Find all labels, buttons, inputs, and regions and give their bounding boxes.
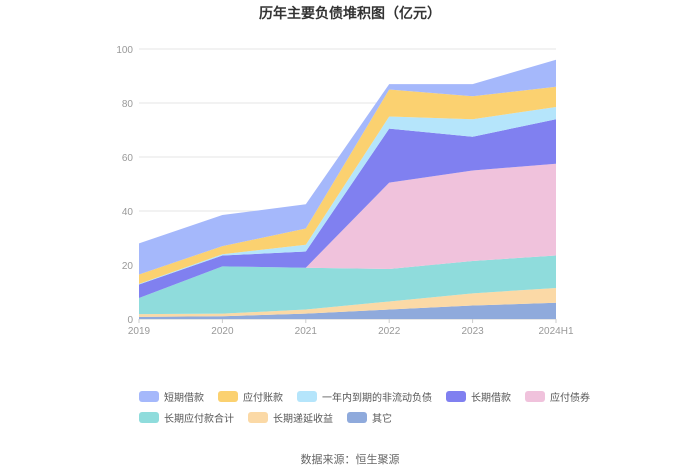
legend-item[interactable]: 其它 bbox=[347, 411, 392, 425]
legend-swatch bbox=[139, 411, 159, 423]
legend-swatch bbox=[248, 411, 268, 423]
legend-item[interactable]: 应付账款 bbox=[218, 390, 283, 404]
chart-title: 历年主要负债堆积图（亿元） bbox=[259, 5, 441, 21]
y-tick-label: 0 bbox=[127, 315, 133, 326]
x-tick-label: 2022 bbox=[378, 326, 401, 337]
legend-swatch bbox=[347, 411, 367, 423]
legend-swatch bbox=[525, 390, 545, 402]
y-tick-label: 80 bbox=[122, 99, 134, 110]
x-tick-label: 2019 bbox=[128, 326, 151, 337]
x-tick-label: 2021 bbox=[295, 326, 318, 337]
legend-item[interactable]: 长期借款 bbox=[446, 390, 511, 404]
legend-label: 一年内到期的非流动负债 bbox=[322, 392, 432, 404]
legend-label: 应付账款 bbox=[243, 392, 283, 404]
area-短期借款 bbox=[139, 59, 556, 275]
legend-label: 长期应付款合计 bbox=[164, 413, 234, 425]
legend-label: 短期借款 bbox=[164, 392, 204, 404]
x-tick-label: 2023 bbox=[461, 326, 484, 337]
area-应付债券 bbox=[139, 163, 556, 298]
data-source: 数据来源：恒生聚源 bbox=[300, 454, 400, 466]
x-tick-label: 2024H1 bbox=[538, 326, 573, 337]
legend-swatch bbox=[218, 390, 238, 402]
axis-layer: 0 20 40 60 80 100 2019 2020 2021 2022 2023 2024H1 bbox=[116, 45, 574, 337]
area-长期递延收益 bbox=[139, 287, 556, 317]
legend-swatch bbox=[446, 390, 466, 402]
area-应付账款 bbox=[139, 86, 556, 284]
legend-item[interactable]: 长期应付款合计 bbox=[139, 411, 234, 425]
area-其它 bbox=[139, 302, 556, 319]
y-tick-label: 100 bbox=[116, 45, 133, 56]
legend-item[interactable]: 应付债券 bbox=[525, 390, 590, 404]
legend: 短期借款 应付账款 一年内到期的非流动负债 长期借款 应付债券长期应付款合计 长期递延收益… bbox=[139, 390, 609, 425]
legend-item[interactable]: 一年内到期的非流动负债 bbox=[297, 390, 432, 404]
y-tick-label: 20 bbox=[122, 261, 134, 272]
legend-swatch bbox=[139, 390, 159, 402]
area-一年内到期的非流动负债 bbox=[139, 107, 556, 285]
legend-item[interactable]: 短期借款 bbox=[139, 390, 204, 404]
legend-label: 应付债券 bbox=[550, 392, 590, 404]
legend-label: 长期递延收益 bbox=[273, 413, 333, 425]
legend-item[interactable]: 长期递延收益 bbox=[248, 411, 333, 425]
y-tick-label: 40 bbox=[122, 207, 134, 218]
x-tick-label: 2020 bbox=[211, 326, 234, 337]
area-layer bbox=[139, 59, 556, 319]
legend-label: 长期借款 bbox=[471, 392, 511, 404]
legend-label: 其它 bbox=[372, 413, 392, 425]
legend-swatch bbox=[297, 390, 317, 402]
area-长期应付款合计 bbox=[139, 255, 556, 315]
y-tick-label: 60 bbox=[122, 153, 134, 164]
area-长期借款 bbox=[139, 119, 556, 298]
